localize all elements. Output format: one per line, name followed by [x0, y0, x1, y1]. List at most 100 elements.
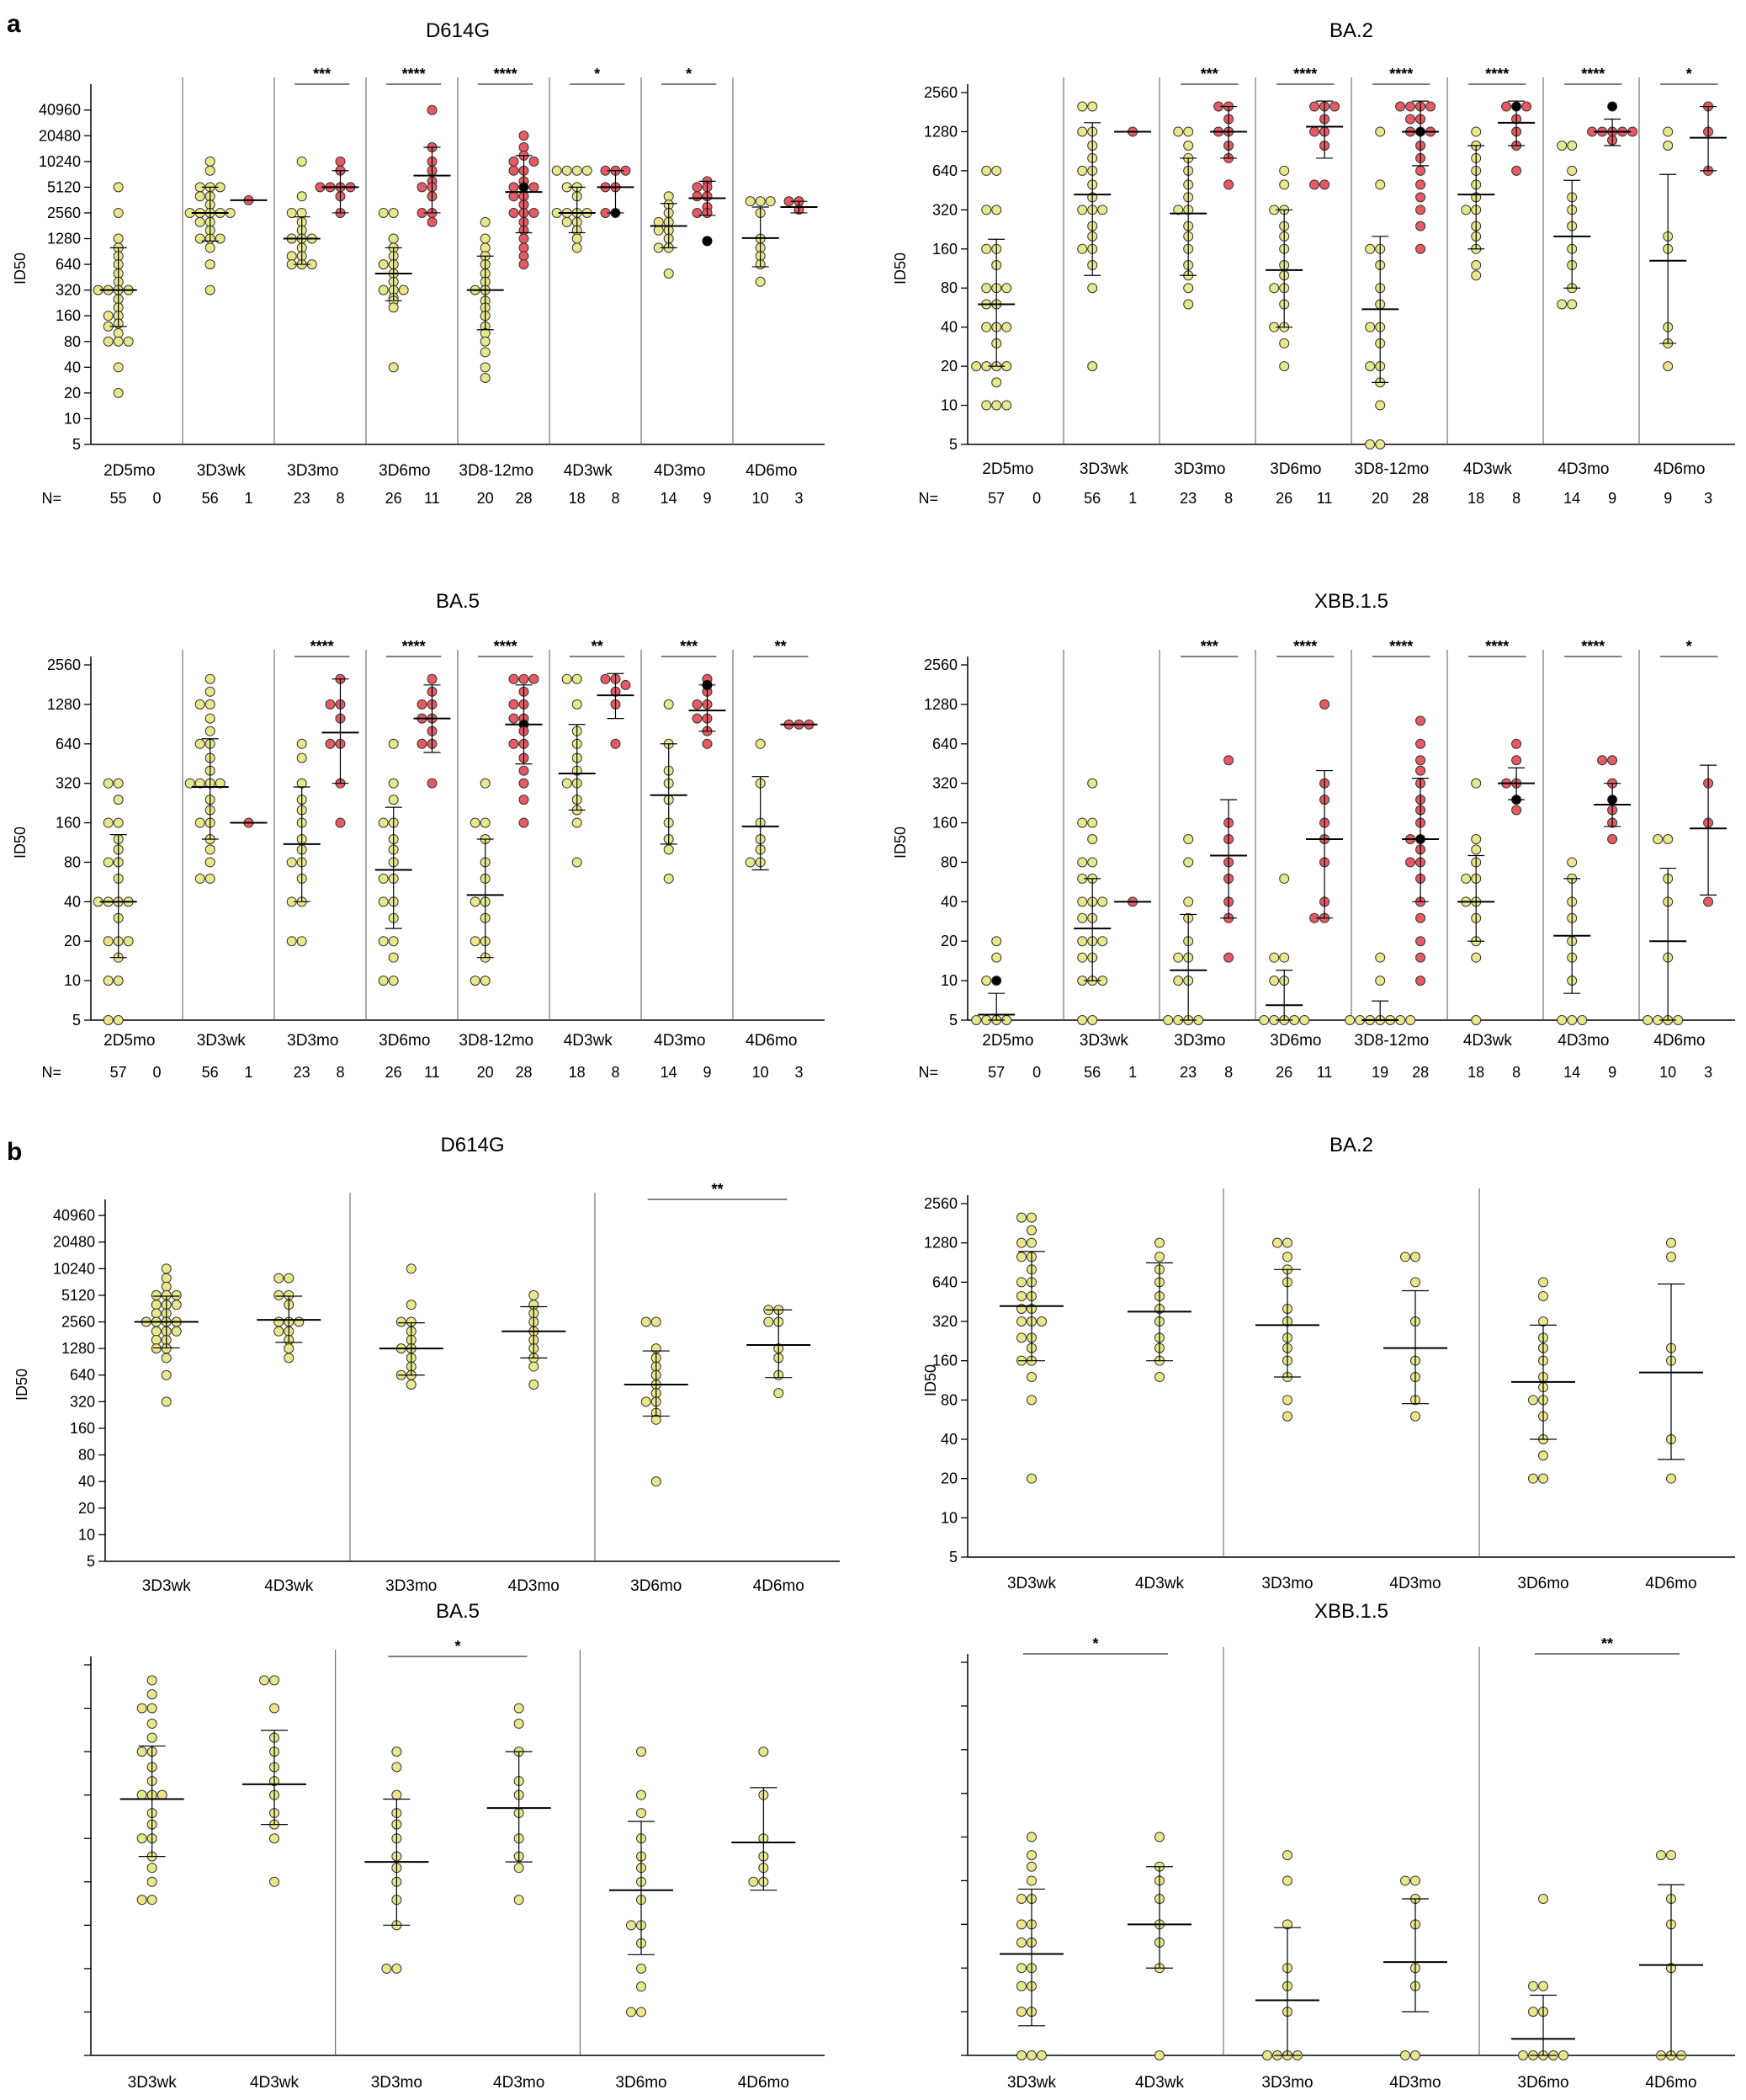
- data-point: [1666, 1252, 1676, 1263]
- n-count: 11: [1317, 490, 1333, 507]
- data-point: [620, 679, 631, 690]
- data-point: [1666, 1237, 1676, 1248]
- data-point: [1410, 2050, 1420, 2060]
- data-point: [1557, 140, 1568, 151]
- data-point: [1279, 873, 1290, 884]
- chart-title: XBB.1.5: [1314, 1600, 1388, 1623]
- category-label: 4D3mo: [654, 462, 705, 480]
- n-count: 1: [244, 1064, 252, 1081]
- category-label: 4D3wk: [564, 462, 613, 480]
- n-count: 28: [515, 490, 532, 507]
- category-label: 4D6mo: [1645, 2074, 1696, 2092]
- chart-title: BA.5: [436, 1600, 480, 1623]
- data-point: [528, 1289, 539, 1300]
- data-point: [194, 738, 205, 749]
- y-tick-label: 320: [932, 201, 958, 218]
- data-point: [1027, 1875, 1037, 1886]
- data-point: [1375, 126, 1386, 137]
- y-tick-label: 20480: [53, 1234, 95, 1251]
- data-point: [171, 1300, 182, 1311]
- y-tick-label: 320: [932, 775, 958, 792]
- data-point: [640, 1396, 651, 1407]
- n-count: 10: [1659, 1064, 1676, 1081]
- category-label: 4D3mo: [1558, 1032, 1609, 1050]
- data-point: [1375, 952, 1386, 963]
- data-point: [194, 778, 205, 789]
- y-tick-label: 40: [941, 1431, 958, 1448]
- data-point: [146, 1863, 157, 1874]
- data-point: [1087, 857, 1098, 868]
- data-point: [1653, 834, 1664, 845]
- category-label: 3D3wk: [128, 2074, 178, 2092]
- data-point: [1259, 1015, 1270, 1025]
- n-count: 9: [1608, 490, 1616, 507]
- y-tick-label: 160: [56, 815, 81, 832]
- category-label: 3D6mo: [1517, 2074, 1568, 2092]
- data-point: [1154, 1832, 1165, 1842]
- data-point: [427, 673, 438, 684]
- significance-stars: *: [454, 1638, 460, 1655]
- y-tick-label: 160: [932, 241, 958, 258]
- data-point: [1173, 126, 1184, 137]
- category-label: 3D3mo: [1174, 1032, 1225, 1050]
- category-label: 3D3wk: [1080, 460, 1129, 478]
- data-point: [571, 673, 582, 684]
- data-point: [296, 207, 307, 218]
- data-point: [1471, 126, 1482, 137]
- n-count: 8: [1224, 1064, 1233, 1081]
- data-point: [1643, 1015, 1653, 1025]
- data-point: [981, 243, 992, 254]
- category-label: 3D8-12mo: [459, 1032, 533, 1050]
- y-tick-label: 10: [78, 1526, 95, 1543]
- n-count: 57: [988, 1064, 1005, 1081]
- data-point: [378, 936, 389, 947]
- data-point: [1656, 1850, 1666, 1861]
- y-tick-label: 1280: [924, 1235, 958, 1252]
- data-point: [273, 1326, 284, 1337]
- significance-stars: *: [686, 66, 692, 82]
- data-point: [1663, 140, 1674, 151]
- data-point: [335, 156, 346, 167]
- category-label: 3D8-12mo: [459, 462, 533, 480]
- data-point: [269, 1876, 279, 1887]
- data-point: [692, 191, 703, 202]
- data-point: [1567, 857, 1578, 868]
- data-point: [571, 242, 582, 253]
- data-point: [1511, 755, 1522, 766]
- data-point: [1405, 857, 1416, 868]
- n-count: 1: [1128, 1064, 1137, 1081]
- y-tick-label: 40: [941, 893, 958, 910]
- data-point: [1027, 1395, 1037, 1406]
- n-count: 0: [152, 1064, 161, 1081]
- n-count: 55: [110, 490, 127, 507]
- significance-stars: ****: [402, 638, 426, 655]
- data-point: [215, 233, 226, 244]
- significance-stars: **: [775, 638, 787, 655]
- data-point: [1471, 260, 1482, 271]
- n-row-label: N=: [918, 1064, 938, 1081]
- category-label: 4D3mo: [1389, 2074, 1441, 2092]
- data-point: [765, 196, 776, 207]
- data-point: [1538, 1450, 1548, 1461]
- data-point: [395, 1316, 406, 1327]
- data-point: [600, 673, 611, 684]
- data-point: [113, 1015, 124, 1025]
- n-count: 9: [703, 1064, 711, 1081]
- data-point: [1087, 834, 1098, 845]
- category-label: 3D6mo: [1270, 1032, 1321, 1050]
- category-label: 3D3wk: [197, 1032, 247, 1050]
- y-tick-label: 1280: [924, 696, 958, 713]
- data-point: [1663, 361, 1674, 372]
- data-point: [1415, 192, 1426, 203]
- data-point: [259, 1675, 269, 1686]
- data-point: [151, 1308, 162, 1319]
- data-point: [1577, 1015, 1588, 1025]
- data-point: [1663, 834, 1674, 845]
- data-point: [388, 302, 399, 313]
- data-point: [204, 713, 215, 724]
- n-count: 26: [1276, 1064, 1292, 1081]
- data-point: [1001, 322, 1012, 332]
- data-point: [1567, 165, 1578, 176]
- data-point: [103, 817, 114, 828]
